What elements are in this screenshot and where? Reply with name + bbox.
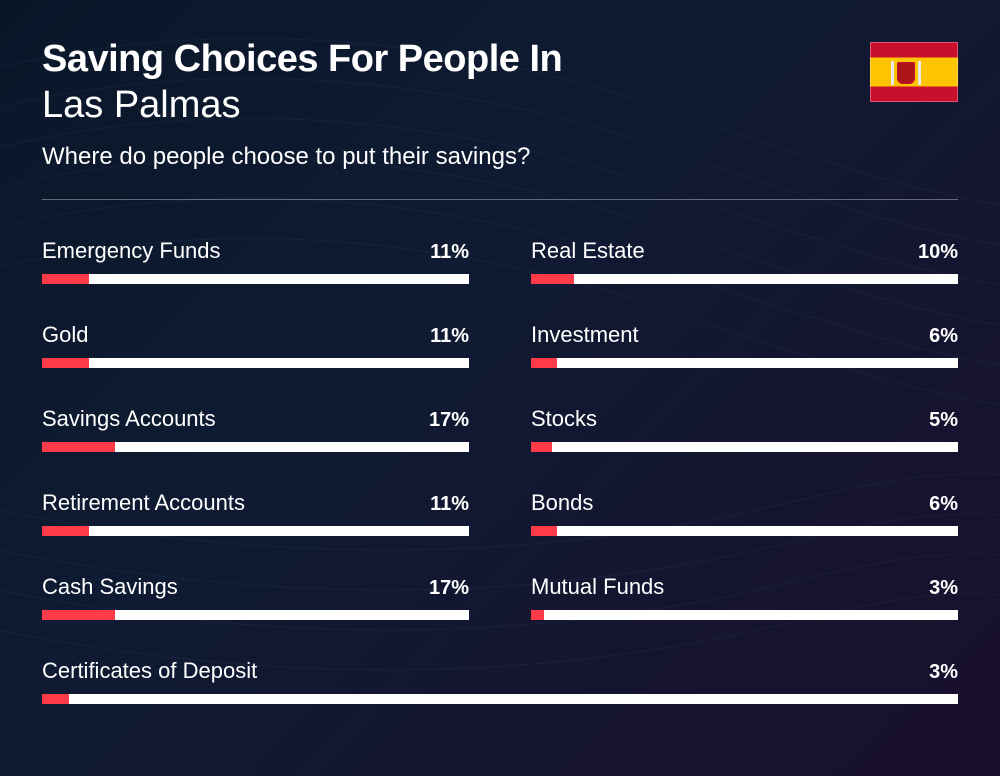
item-label: Real Estate <box>531 238 645 264</box>
chart-item: Emergency Funds 11% <box>42 238 469 284</box>
item-percent: 6% <box>929 493 958 516</box>
subtitle: Where do people choose to put their savi… <box>42 143 870 171</box>
bar-track <box>531 274 958 284</box>
bar-fill <box>42 442 115 452</box>
divider <box>42 199 958 200</box>
item-percent: 3% <box>929 577 958 600</box>
header: Saving Choices For People In Las Palmas … <box>42 38 958 171</box>
spain-flag-icon <box>870 42 958 102</box>
chart-item: Savings Accounts 17% <box>42 406 469 452</box>
bar-fill <box>42 358 89 368</box>
item-label: Mutual Funds <box>531 574 664 600</box>
item-percent: 11% <box>430 241 469 264</box>
bar-track <box>531 610 958 620</box>
item-label: Savings Accounts <box>42 406 216 432</box>
item-percent: 3% <box>929 661 958 684</box>
bar-track <box>42 694 958 704</box>
item-percent: 17% <box>429 577 469 600</box>
chart-item: Mutual Funds 3% <box>531 574 958 620</box>
bar-fill <box>531 610 544 620</box>
item-percent: 11% <box>430 493 469 516</box>
city-name: Las Palmas <box>42 84 870 127</box>
item-percent: 11% <box>430 325 469 348</box>
item-label: Gold <box>42 322 88 348</box>
chart-item: Bonds 6% <box>531 490 958 536</box>
bar-fill <box>42 610 115 620</box>
bar-track <box>42 610 469 620</box>
item-percent: 17% <box>429 409 469 432</box>
bar-fill <box>531 274 574 284</box>
page-title: Saving Choices For People In <box>42 38 870 82</box>
bar-fill <box>42 694 69 704</box>
chart-item: Stocks 5% <box>531 406 958 452</box>
item-percent: 6% <box>929 325 958 348</box>
item-label: Emergency Funds <box>42 238 221 264</box>
bar-track <box>531 442 958 452</box>
chart-item: Certificates of Deposit 3% <box>42 658 958 704</box>
item-label: Investment <box>531 322 639 348</box>
chart-item: Real Estate 10% <box>531 238 958 284</box>
bar-fill <box>531 526 557 536</box>
item-label: Bonds <box>531 490 593 516</box>
chart-item: Cash Savings 17% <box>42 574 469 620</box>
item-percent: 10% <box>918 241 958 264</box>
bar-track <box>42 274 469 284</box>
bar-track <box>42 442 469 452</box>
bar-track <box>42 358 469 368</box>
item-label: Certificates of Deposit <box>42 658 257 684</box>
bar-track <box>531 358 958 368</box>
item-label: Stocks <box>531 406 597 432</box>
bar-fill <box>531 442 552 452</box>
item-label: Cash Savings <box>42 574 178 600</box>
chart-item: Gold 11% <box>42 322 469 368</box>
chart-item: Investment 6% <box>531 322 958 368</box>
chart-item: Retirement Accounts 11% <box>42 490 469 536</box>
item-percent: 5% <box>929 409 958 432</box>
bar-fill <box>531 358 557 368</box>
bar-fill <box>42 274 89 284</box>
item-label: Retirement Accounts <box>42 490 245 516</box>
chart-grid: Emergency Funds 11% Real Estate 10% Gold 11% I… <box>42 238 958 704</box>
bar-fill <box>42 526 89 536</box>
bar-track <box>42 526 469 536</box>
bar-track <box>531 526 958 536</box>
